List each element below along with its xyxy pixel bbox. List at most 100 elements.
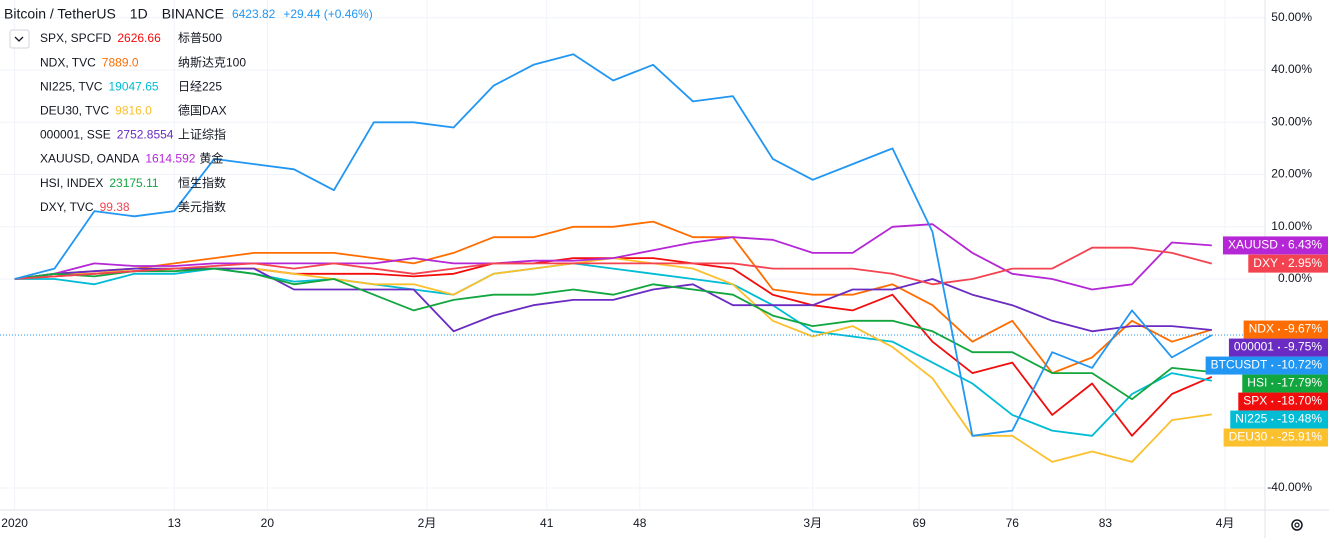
price-tag: SPX -18.70% [1238, 392, 1328, 411]
header: Bitcoin / TetherUS 1D BINANCE 6423.82 +2… [4, 6, 373, 49]
axes: 50.00% 40.00% 30.00% 20.00% 10.00% 0.00% -40.0… [1, 10, 1312, 530]
price-tag: 000001 -9.75% [1228, 338, 1328, 357]
tag-name: XAUUSD [1228, 238, 1278, 252]
x-tick-label: 3月 [803, 516, 822, 530]
chevron [14, 36, 24, 42]
x-tick-label: 13 [168, 516, 182, 530]
x-tick-label: 83 [1099, 516, 1113, 530]
tag-value: -19.48% [1277, 412, 1322, 426]
price-tag: NDX -9.67% [1243, 320, 1328, 339]
plot [0, 53, 1265, 463]
tag-value: -9.67% [1284, 322, 1322, 336]
tag-sep [1281, 244, 1284, 247]
tag-name: SPX [1243, 394, 1267, 408]
legend-name: DXY, TVC [40, 200, 94, 214]
legend-desc: 日经225 [178, 79, 222, 93]
tag-sep [1271, 436, 1274, 439]
price-tag: BTCUSDT -10.72% [1205, 356, 1328, 375]
tag-value: 6.43% [1288, 238, 1322, 252]
tag-bg [1205, 356, 1328, 375]
y-tick-label: 40.00% [1271, 62, 1312, 76]
tag-bg [1222, 236, 1328, 255]
tag-sep [1271, 418, 1274, 421]
legend-name: SPX, SPCFD [40, 31, 112, 45]
tag-value: 2.95% [1288, 256, 1322, 270]
legend-desc: 美元指数 [178, 199, 226, 214]
tag-bg [1243, 320, 1328, 339]
gear [1291, 519, 1303, 531]
legend-price: 23175.11 [109, 176, 158, 190]
legend-name: DEU30, TVC [40, 103, 109, 117]
settings[interactable] [1291, 519, 1303, 531]
price-tag: XAUUSD 6.43% [1222, 236, 1328, 255]
y-tick-label: 50.00% [1271, 10, 1312, 24]
legend-price: 1614.592 [145, 152, 195, 166]
y-tick-label: 10.00% [1271, 219, 1312, 233]
tag-name: HSI [1247, 376, 1267, 390]
x-tick-label: 4月 [1216, 516, 1235, 530]
series-line [14, 223, 1212, 291]
price-tag: NI225 -19.48% [1230, 410, 1328, 429]
y-tick-label: 0.00% [1278, 271, 1312, 285]
legend-desc: 上证综指 [178, 127, 226, 142]
y-tick-label: -40.00% [1267, 480, 1312, 494]
legend-price: 9816.0 [115, 103, 152, 117]
legend-desc: 德国DAX [178, 102, 227, 117]
tag-value: -25.91% [1277, 430, 1322, 444]
legend-price: 2626.66 [117, 31, 161, 45]
tag-name: BTCUSDT [1211, 358, 1268, 372]
tag-value: -10.72% [1277, 358, 1322, 372]
series-line [14, 220, 1213, 374]
tag-bg [1248, 254, 1328, 273]
interval: 1D [130, 6, 148, 22]
legend: SPX, SPCFD 2626.66 标普500 NDX, TVC 7889.0 纳斯达克… [40, 31, 246, 214]
series-line [14, 53, 1213, 437]
grid [0, 0, 1265, 510]
price-tag: HSI -17.79% [1242, 374, 1328, 393]
legend-name: HSI, INDEX [40, 176, 103, 190]
tag-sep [1271, 364, 1274, 367]
series-line [14, 267, 1212, 401]
legend-price: 7889.0 [102, 55, 139, 69]
legend-desc: 标普500 [178, 31, 222, 45]
tag-sep [1271, 382, 1274, 385]
tag-name: DXY [1253, 256, 1278, 270]
legend-name: 000001, SSE [40, 128, 111, 142]
legend-price: 99.38 [100, 200, 130, 214]
tag-value: -18.70% [1277, 394, 1322, 408]
legend-price: 2752.8554 [117, 128, 174, 142]
tag-bg [1242, 374, 1328, 393]
tag-bg [1223, 428, 1328, 447]
tag-name: 000001 [1234, 340, 1274, 354]
tag-sep [1277, 328, 1280, 331]
symbol: Bitcoin / TetherUS [4, 6, 116, 22]
series-line [14, 246, 1213, 286]
price-tag: DXY 2.95% [1248, 254, 1328, 273]
tag-name: DEU30 [1229, 430, 1268, 444]
legend-desc: 恒生指数 [178, 175, 226, 190]
tag-sep [1281, 262, 1284, 265]
tag-name: NDX [1249, 322, 1274, 336]
tag-name: NI225 [1235, 412, 1267, 426]
legend-name: NI225, TVC [40, 79, 103, 93]
x-tick-label: 2月 [418, 516, 437, 530]
tag-value: -17.79% [1277, 376, 1322, 390]
legend-toggle[interactable] [9, 29, 30, 49]
legend-name: XAUUSD, OANDA [40, 152, 139, 166]
legend-name: NDX, TVC [40, 55, 96, 69]
x-tick-label: 48 [633, 516, 647, 530]
tag-sep [1271, 400, 1274, 403]
tag-bg [1238, 392, 1328, 411]
price-tag: DEU30 -25.91% [1223, 428, 1328, 447]
legend-desc: 纳斯达克100 [178, 55, 246, 69]
tag-sep [1277, 346, 1280, 349]
y-tick-label: 30.00% [1271, 114, 1312, 128]
change: +29.44 (+0.46%) [283, 7, 372, 21]
price: 6423.82 [232, 7, 276, 21]
x-tick-label: 76 [1006, 516, 1020, 530]
x-tick-label: 20 [261, 516, 275, 530]
x-tick-label: 41 [540, 516, 554, 530]
tag-bg [1230, 410, 1328, 429]
x-tick-label: 2020 [1, 516, 28, 530]
